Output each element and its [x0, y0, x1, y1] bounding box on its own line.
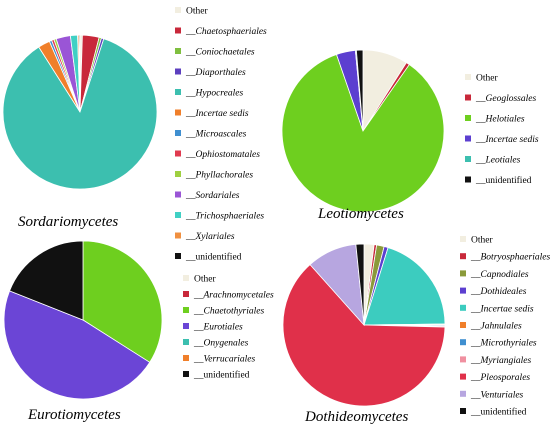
legend-swatch-other: [465, 74, 471, 80]
legend-swatch-chaetothyriales: [183, 307, 189, 313]
legend-swatch-other: [175, 7, 181, 13]
legend-label-incertae-sedis: __Incertae sedis: [470, 304, 534, 314]
legend-swatch-unidentified: [460, 408, 466, 414]
pie-slice-unidentified: [355, 243, 365, 326]
pie-slice-unidentified: [78, 34, 81, 113]
legend-swatch-microascales: [175, 130, 181, 136]
legend-label-trichosphaeriales: __Trichosphaeriales: [185, 212, 264, 222]
legend-label-unidentified: __unidentified: [475, 175, 532, 186]
pie-chart-eurotiomycetes: Other __Arachnomycetales __Chaetothyriales…: [3, 240, 274, 423]
pie-slice-hypocreales: [2, 38, 158, 190]
legend-label-arachnomycetales: __Arachnomycetales: [193, 291, 274, 301]
legend-swatch-unidentified: [183, 371, 189, 377]
legend-label-venturiales: __Venturiales: [470, 390, 524, 400]
legend-swatch-unidentified: [465, 176, 471, 183]
legend-label-other: Other: [476, 74, 498, 84]
legend-label-pleosporales: __Pleosporales: [470, 373, 530, 383]
legend-swatch-other: [460, 236, 466, 242]
legend-swatch-coniochaetales: [175, 48, 181, 54]
legend-swatch-helotiales: [465, 115, 471, 121]
legend-label-unidentified: __unidentified: [193, 370, 250, 381]
legend-label-dothideales: __Dothideales: [470, 287, 527, 297]
legend-swatch-verrucariales: [183, 355, 189, 361]
legend-label-chaetothyriales: __Chaetothyriales: [193, 307, 264, 317]
legend-swatch-capnodiales: [460, 270, 466, 277]
legend-swatch-myriangiales: [460, 356, 466, 363]
legend-label-jahnulales: __Jahnulales: [470, 322, 522, 332]
legend-label-leotiales: __Leotiales: [475, 156, 521, 166]
chart-title: Eurotiomycetes: [27, 407, 121, 423]
legend-label-microthyriales: __Microthyriales: [470, 339, 537, 349]
legend-label-myriangiales: __Myriangiales: [470, 356, 531, 366]
pie-slice-eurotiales: [3, 290, 151, 400]
chart-title: Dothideomycetes: [304, 409, 408, 425]
legend-swatch-botryosphaeriales: [460, 253, 466, 260]
legend-label-sordariales: __Sordariales: [185, 191, 240, 201]
legend-label-onygenales: __Onygenales: [193, 339, 249, 349]
legend-swatch-incertae-sedis: [175, 109, 181, 116]
legend-label-geoglossales: __Geoglossales: [475, 94, 536, 104]
legend-label-coniochaetales: __Coniochaetales: [185, 48, 255, 58]
legend-swatch-pleosporales: [460, 373, 466, 380]
legend-label-microascales: __Microascales: [185, 130, 247, 140]
legend-label-incertae-sedis: __Incertae sedis: [475, 135, 539, 145]
legend-swatch-diaporthales: [175, 68, 181, 75]
pie-slice-chaetothyriales: [82, 240, 163, 363]
pie-chart-leotiomycetes: Other __Geoglossales __Helotiales __Incerta…: [281, 49, 539, 222]
legend-swatch-arachnomycetales: [183, 291, 189, 297]
legend-swatch-eurotiales: [183, 323, 189, 329]
legend-swatch-incertae-sedis: [465, 135, 471, 142]
legend-label-capnodiales: __Capnodiales: [470, 270, 529, 280]
legend-swatch-chaetosphaeriales: [175, 27, 181, 34]
legend-label-eurotiales: __Eurotiales: [193, 323, 243, 333]
legend-label-ophiostomatales: __Ophiostomatales: [185, 150, 260, 160]
legend-label-phyllachorales: __Phyllachorales: [185, 171, 253, 181]
pie-slice-unidentified: [9, 240, 84, 321]
legend-swatch-geoglossales: [465, 94, 471, 101]
legend-label-other: Other: [471, 236, 493, 246]
legend-swatch-dothideales: [460, 287, 466, 294]
legend-swatch-leotiales: [465, 156, 471, 162]
legend-swatch-other: [183, 275, 189, 281]
legend-label-botryosphaeriales: __Botryosphaeriales: [470, 253, 550, 263]
legend-swatch-trichosphaeriales: [175, 212, 181, 218]
legend-label-hypocreales: __Hypocreales: [185, 89, 243, 99]
pie-slice-incertae-sedis: [363, 247, 446, 326]
legend-swatch-unidentified: [175, 253, 181, 259]
legend-label-xylariales: __Xylariales: [185, 232, 235, 242]
pie-slice-helotiales: [281, 53, 445, 213]
legend-swatch-phyllachorales: [175, 171, 181, 177]
legend-label-verrucariales: __Verrucariales: [193, 355, 256, 365]
legend-label-diaporthales: __Diaporthales: [185, 68, 246, 78]
legend-swatch-onygenales: [183, 339, 189, 345]
legend-label-incertae-sedis: __Incertae sedis: [185, 109, 249, 119]
legend-label-unidentified: __unidentified: [185, 252, 242, 263]
chart-title: Sordariomycetes: [18, 214, 118, 230]
legend-swatch-incertae-sedis: [460, 304, 466, 311]
legend-swatch-hypocreales: [175, 89, 181, 95]
pie-slice-unidentified: [355, 49, 364, 132]
chart-title: Leotiomycetes: [317, 206, 404, 222]
legend-swatch-venturiales: [460, 390, 466, 397]
legend-label-unidentified: __unidentified: [470, 407, 527, 418]
legend-swatch-jahnulales: [460, 322, 466, 328]
legend-label-chaetosphaeriales: __Chaetosphaeriales: [185, 27, 267, 37]
pie-chart-sordariomycetes: Other __Chaetosphaeriales __Coniochaetales…: [2, 7, 267, 263]
legend-swatch-xylariales: [175, 232, 181, 239]
pie-slice-pleosporales: [282, 264, 446, 407]
legend-label-helotiales: __Helotiales: [475, 115, 525, 125]
legend-swatch-microthyriales: [460, 339, 466, 346]
legend-swatch-sordariales: [175, 191, 181, 198]
legend-label-other: Other: [186, 7, 208, 17]
legend-swatch-ophiostomatales: [175, 150, 181, 157]
legend-label-other: Other: [194, 275, 216, 285]
pie-chart-dothideomycetes: Other __Botryosphaeriales __Capnodiales __D…: [282, 236, 550, 425]
